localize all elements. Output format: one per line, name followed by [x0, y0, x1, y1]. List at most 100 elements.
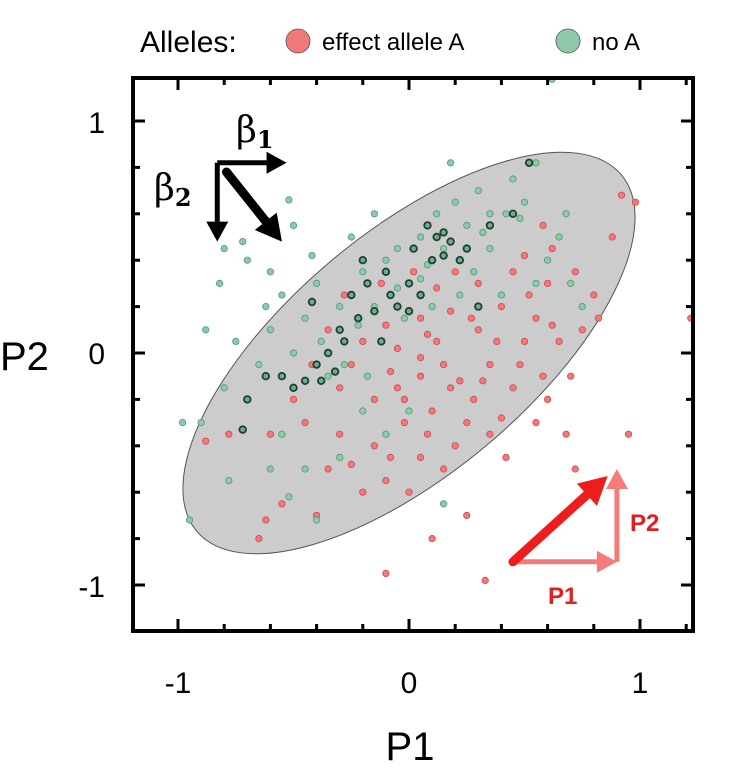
- point-no-a-outlined--8: [439, 251, 448, 260]
- point-no-a-32: [543, 256, 552, 264]
- point-no-a-outlined--15: [317, 376, 326, 385]
- point-no-a-outlined--34: [439, 228, 448, 237]
- point-effect-allele-a-44: [578, 326, 586, 334]
- p1-arrowhead: [596, 550, 617, 573]
- point-effect-allele-a-7: [486, 360, 494, 369]
- point-no-a-43: [216, 279, 224, 287]
- point-effect-allele-a-36: [278, 500, 286, 508]
- point-effect-allele-a-12: [463, 418, 471, 427]
- point-no-a-65: [516, 214, 524, 222]
- point-effect-allele-a-41: [502, 453, 510, 461]
- point-no-a-54: [393, 284, 401, 292]
- x-tick-label-1: 1: [632, 667, 649, 700]
- point-no-a-outlined--17: [300, 376, 310, 385]
- point-no-a-30: [520, 198, 529, 206]
- point-effect-allele-a-0: [416, 372, 425, 380]
- point-no-a-58: [186, 516, 194, 524]
- p2-label: P2: [630, 510, 659, 537]
- point-effect-allele-a-43: [543, 395, 552, 403]
- point-no-a-36: [347, 233, 355, 241]
- point-no-a-outlined--24: [307, 297, 317, 307]
- legend-label-no-a: no A: [592, 29, 640, 56]
- point-no-a-outlined--0: [347, 290, 356, 300]
- point-no-a-38: [393, 245, 401, 253]
- point-no-a-outlined--18: [289, 383, 298, 392]
- point-no-a-44: [289, 221, 298, 229]
- point-no-a-4: [439, 245, 448, 253]
- point-effect-allele-a-26: [336, 384, 344, 392]
- beta1-label: β1: [236, 110, 274, 154]
- point-no-a-55: [416, 275, 425, 283]
- point-effect-allele-a-32: [382, 476, 390, 485]
- point-no-a-52: [354, 321, 362, 329]
- point-no-a-outlined--35: [358, 256, 367, 265]
- point-no-a-outlined--13: [323, 348, 333, 358]
- point-no-a-68: [446, 159, 455, 167]
- effect-diagonal-arrowhead: [576, 475, 608, 506]
- y-tick-label-0: 0: [88, 338, 105, 371]
- point-effect-allele-a-56: [382, 569, 390, 578]
- point-no-a-34: [567, 279, 575, 287]
- point-effect-allele-a-58: [439, 360, 448, 369]
- point-no-a-outlined--6: [427, 256, 437, 265]
- point-no-a-41: [266, 268, 274, 276]
- point-effect-allele-a-57: [416, 314, 425, 322]
- point-effect-allele-a-67: [340, 291, 348, 299]
- point-no-a-5: [463, 221, 471, 229]
- point-no-a-39: [423, 261, 432, 269]
- point-effect-allele-a-17: [525, 291, 533, 299]
- point-effect-allele-a-83: [497, 414, 505, 422]
- y-axis-label: P2: [0, 335, 49, 379]
- point-no-a-outlined--9: [446, 237, 455, 246]
- point-effect-allele-a-21: [451, 268, 459, 276]
- point-no-a-25: [405, 407, 413, 415]
- p1-label: P1: [548, 583, 577, 610]
- point-no-a-19: [278, 430, 286, 438]
- point-no-a-27: [451, 198, 459, 206]
- point-effect-allele-a-86: [347, 460, 355, 468]
- point-no-a-outlined--30: [485, 221, 495, 230]
- point-effect-allele-a-73: [225, 430, 233, 438]
- point-no-a-47: [486, 245, 494, 253]
- beta-diagonal-arrowhead: [254, 212, 282, 242]
- point-no-a-23: [359, 407, 367, 415]
- point-no-a-outlined--1: [363, 279, 372, 288]
- point-no-a-49: [470, 268, 478, 276]
- point-no-a-1: [359, 268, 367, 276]
- point-effect-allele-a-2: [393, 344, 401, 352]
- point-no-a-62: [285, 493, 293, 501]
- point-no-a-28: [474, 187, 482, 195]
- beta-annotation: β1 β2: [154, 110, 287, 242]
- point-effect-allele-a-63: [520, 252, 529, 260]
- confidence-ellipse: [182, 151, 636, 555]
- point-no-a-outlined--14: [312, 360, 321, 369]
- point-effect-allele-a-6: [497, 302, 505, 311]
- point-effect-allele-a-13: [509, 384, 517, 392]
- point-effect-allele-a-65: [409, 268, 418, 276]
- point-no-a-73: [562, 210, 570, 218]
- point-effect-allele-a-54: [463, 511, 471, 520]
- point-no-a-69: [502, 210, 510, 218]
- point-effect-allele-a-45: [590, 291, 598, 299]
- plot-area: [179, 78, 693, 585]
- point-effect-allele-a-72: [266, 430, 274, 438]
- point-no-a-2: [382, 256, 390, 264]
- point-no-a-66: [308, 252, 316, 260]
- point-effect-allele-a-55: [428, 534, 436, 543]
- point-effect-allele-a-85: [386, 453, 395, 461]
- point-no-a-67: [262, 302, 270, 311]
- point-effect-allele-a-19: [567, 372, 575, 380]
- point-no-a-outlined--16: [330, 367, 340, 376]
- point-no-a-outlined--20: [354, 314, 363, 323]
- point-no-a-45: [239, 238, 247, 246]
- point-no-a-3: [416, 233, 425, 241]
- point-effect-allele-a-51: [571, 465, 579, 473]
- point-effect-allele-a-81: [423, 330, 432, 338]
- point-no-a-29: [509, 175, 517, 183]
- point-effect-allele-a-8: [428, 407, 436, 415]
- effect-annotation: P1 P2: [508, 469, 659, 610]
- point-effect-allele-a-77: [571, 268, 579, 276]
- point-no-a-35: [578, 302, 586, 311]
- point-no-a-59: [225, 476, 233, 485]
- point-effect-allele-a-79: [446, 384, 455, 392]
